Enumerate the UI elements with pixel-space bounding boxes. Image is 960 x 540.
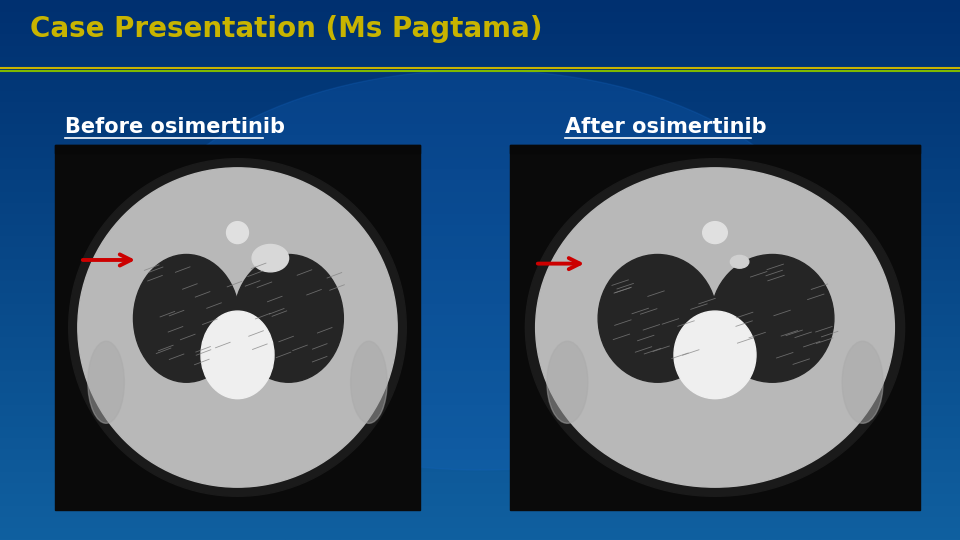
Ellipse shape xyxy=(674,311,756,399)
Ellipse shape xyxy=(547,341,588,423)
Ellipse shape xyxy=(731,255,749,268)
Bar xyxy=(510,145,920,510)
Bar xyxy=(55,145,420,510)
Ellipse shape xyxy=(598,254,717,382)
Ellipse shape xyxy=(252,245,289,272)
Ellipse shape xyxy=(88,341,125,423)
Ellipse shape xyxy=(130,70,830,470)
Ellipse shape xyxy=(69,159,406,496)
Ellipse shape xyxy=(711,254,834,382)
Ellipse shape xyxy=(227,221,249,244)
Ellipse shape xyxy=(133,254,239,382)
Ellipse shape xyxy=(536,168,895,487)
Ellipse shape xyxy=(234,254,344,382)
Ellipse shape xyxy=(703,221,728,244)
Text: Case Presentation (Ms Pagtama): Case Presentation (Ms Pagtama) xyxy=(30,15,542,43)
Ellipse shape xyxy=(78,168,397,487)
Ellipse shape xyxy=(201,311,274,399)
Text: Before osimertinib: Before osimertinib xyxy=(65,117,285,137)
Text: After osimertinib: After osimertinib xyxy=(565,117,767,137)
Ellipse shape xyxy=(350,341,387,423)
Ellipse shape xyxy=(842,341,883,423)
Ellipse shape xyxy=(525,159,904,496)
